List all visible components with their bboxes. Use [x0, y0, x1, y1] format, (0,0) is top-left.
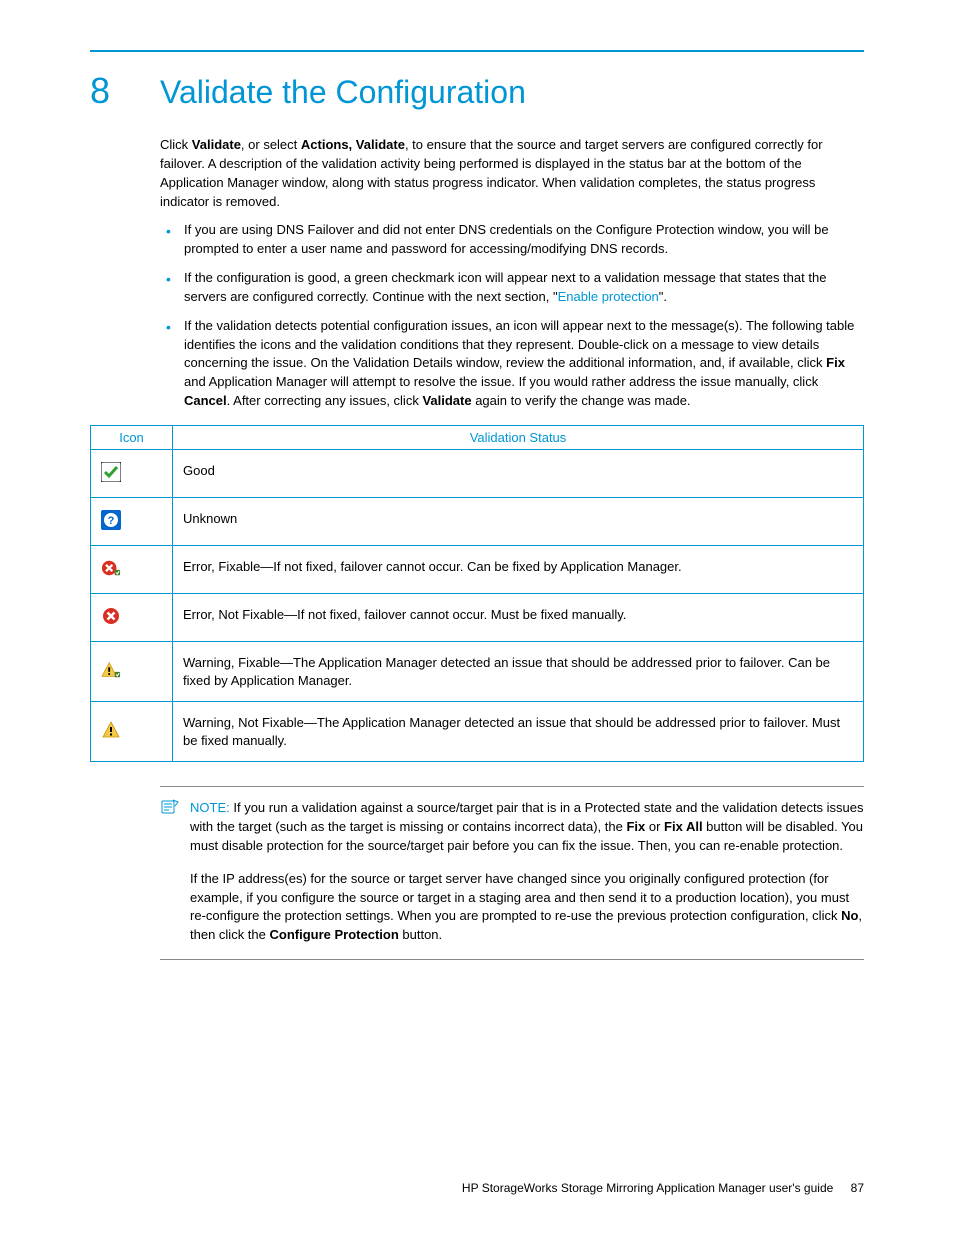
good-checkmark-icon	[101, 462, 121, 482]
list-item: If you are using DNS Failover and did no…	[180, 221, 864, 259]
validate-bold: Validate	[192, 137, 241, 152]
error-notfixable-icon	[101, 606, 121, 626]
cancel-bold: Cancel	[184, 393, 227, 408]
validation-status-table: Icon Validation Status Good	[90, 425, 864, 762]
text: If the IP address(es) for the source or …	[190, 871, 849, 924]
text: If you are using DNS Failover and did no…	[184, 222, 829, 256]
icon-cell	[91, 593, 173, 641]
status-cell: Good	[173, 449, 864, 497]
note-paragraph-2: If the IP address(es) for the source or …	[190, 870, 864, 945]
validate-bold: Validate	[422, 393, 471, 408]
icon-cell	[91, 545, 173, 593]
fix-bold: Fix	[826, 355, 845, 370]
table-row: ? Unknown	[91, 497, 864, 545]
page-footer: HP StorageWorks Storage Mirroring Applic…	[462, 1181, 864, 1195]
no-bold: No	[841, 908, 858, 923]
note-label: NOTE:	[190, 800, 230, 815]
warning-notfixable-icon	[101, 720, 121, 740]
fixall-bold: Fix All	[664, 819, 703, 834]
body-text: Click Validate, or select Actions, Valid…	[160, 136, 864, 411]
text: , or select	[241, 137, 301, 152]
status-cell: Warning, Not Fixable—The Application Man…	[173, 702, 864, 762]
table-header-row: Icon Validation Status	[91, 425, 864, 449]
footer-text: HP StorageWorks Storage Mirroring Applic…	[462, 1181, 833, 1195]
page: 8 Validate the Configuration Click Valid…	[0, 0, 954, 1235]
warning-fixable-icon	[101, 660, 121, 680]
fix-bold: Fix	[626, 819, 645, 834]
table-row: Error, Not Fixable—If not fixed, failove…	[91, 593, 864, 641]
text: Click	[160, 137, 192, 152]
list-item: If the validation detects potential conf…	[180, 317, 864, 411]
text: If the validation detects potential conf…	[184, 318, 854, 371]
text: button.	[399, 927, 442, 942]
col-icon: Icon	[91, 425, 173, 449]
status-cell: Unknown	[173, 497, 864, 545]
intro-paragraph: Click Validate, or select Actions, Valid…	[160, 136, 864, 211]
col-status: Validation Status	[173, 425, 864, 449]
chapter-title: Validate the Configuration	[160, 74, 526, 111]
error-fixable-icon	[101, 558, 121, 578]
page-number: 87	[851, 1181, 864, 1195]
icon-cell: ?	[91, 497, 173, 545]
note-row: NOTE: If you run a validation against a …	[160, 799, 864, 856]
status-cell: Error, Fixable—If not fixed, failover ca…	[173, 545, 864, 593]
bullet-list: If you are using DNS Failover and did no…	[160, 221, 864, 411]
table-row: Error, Fixable—If not fixed, failover ca…	[91, 545, 864, 593]
unknown-question-icon: ?	[101, 510, 121, 530]
text: ".	[659, 289, 667, 304]
status-cell: Warning, Fixable—The Application Manager…	[173, 641, 864, 701]
list-item: If the configuration is good, a green ch…	[180, 269, 864, 307]
enable-protection-link[interactable]: Enable protection	[558, 289, 659, 304]
icon-cell	[91, 641, 173, 701]
text: . After correcting any issues, click	[227, 393, 423, 408]
note-block: NOTE: If you run a validation against a …	[160, 786, 864, 960]
icon-cell	[91, 449, 173, 497]
actions-validate-bold: Actions, Validate	[301, 137, 405, 152]
text: and Application Manager will attempt to …	[184, 374, 818, 389]
chapter-number: 8	[90, 70, 160, 112]
table-row: Warning, Fixable—The Application Manager…	[91, 641, 864, 701]
configure-protection-bold: Configure Protection	[270, 927, 399, 942]
status-cell: Error, Not Fixable—If not fixed, failove…	[173, 593, 864, 641]
text: If the configuration is good, a green ch…	[184, 270, 826, 304]
note-icon	[160, 799, 180, 820]
text: again to verify the change was made.	[472, 393, 691, 408]
text: or	[645, 819, 664, 834]
note-paragraph-1: NOTE: If you run a validation against a …	[190, 799, 864, 856]
table-row: Good	[91, 449, 864, 497]
top-rule	[90, 50, 864, 52]
svg-text:?: ?	[108, 515, 115, 527]
table-row: Warning, Not Fixable—The Application Man…	[91, 702, 864, 762]
chapter-heading: 8 Validate the Configuration	[90, 70, 864, 112]
icon-cell	[91, 702, 173, 762]
